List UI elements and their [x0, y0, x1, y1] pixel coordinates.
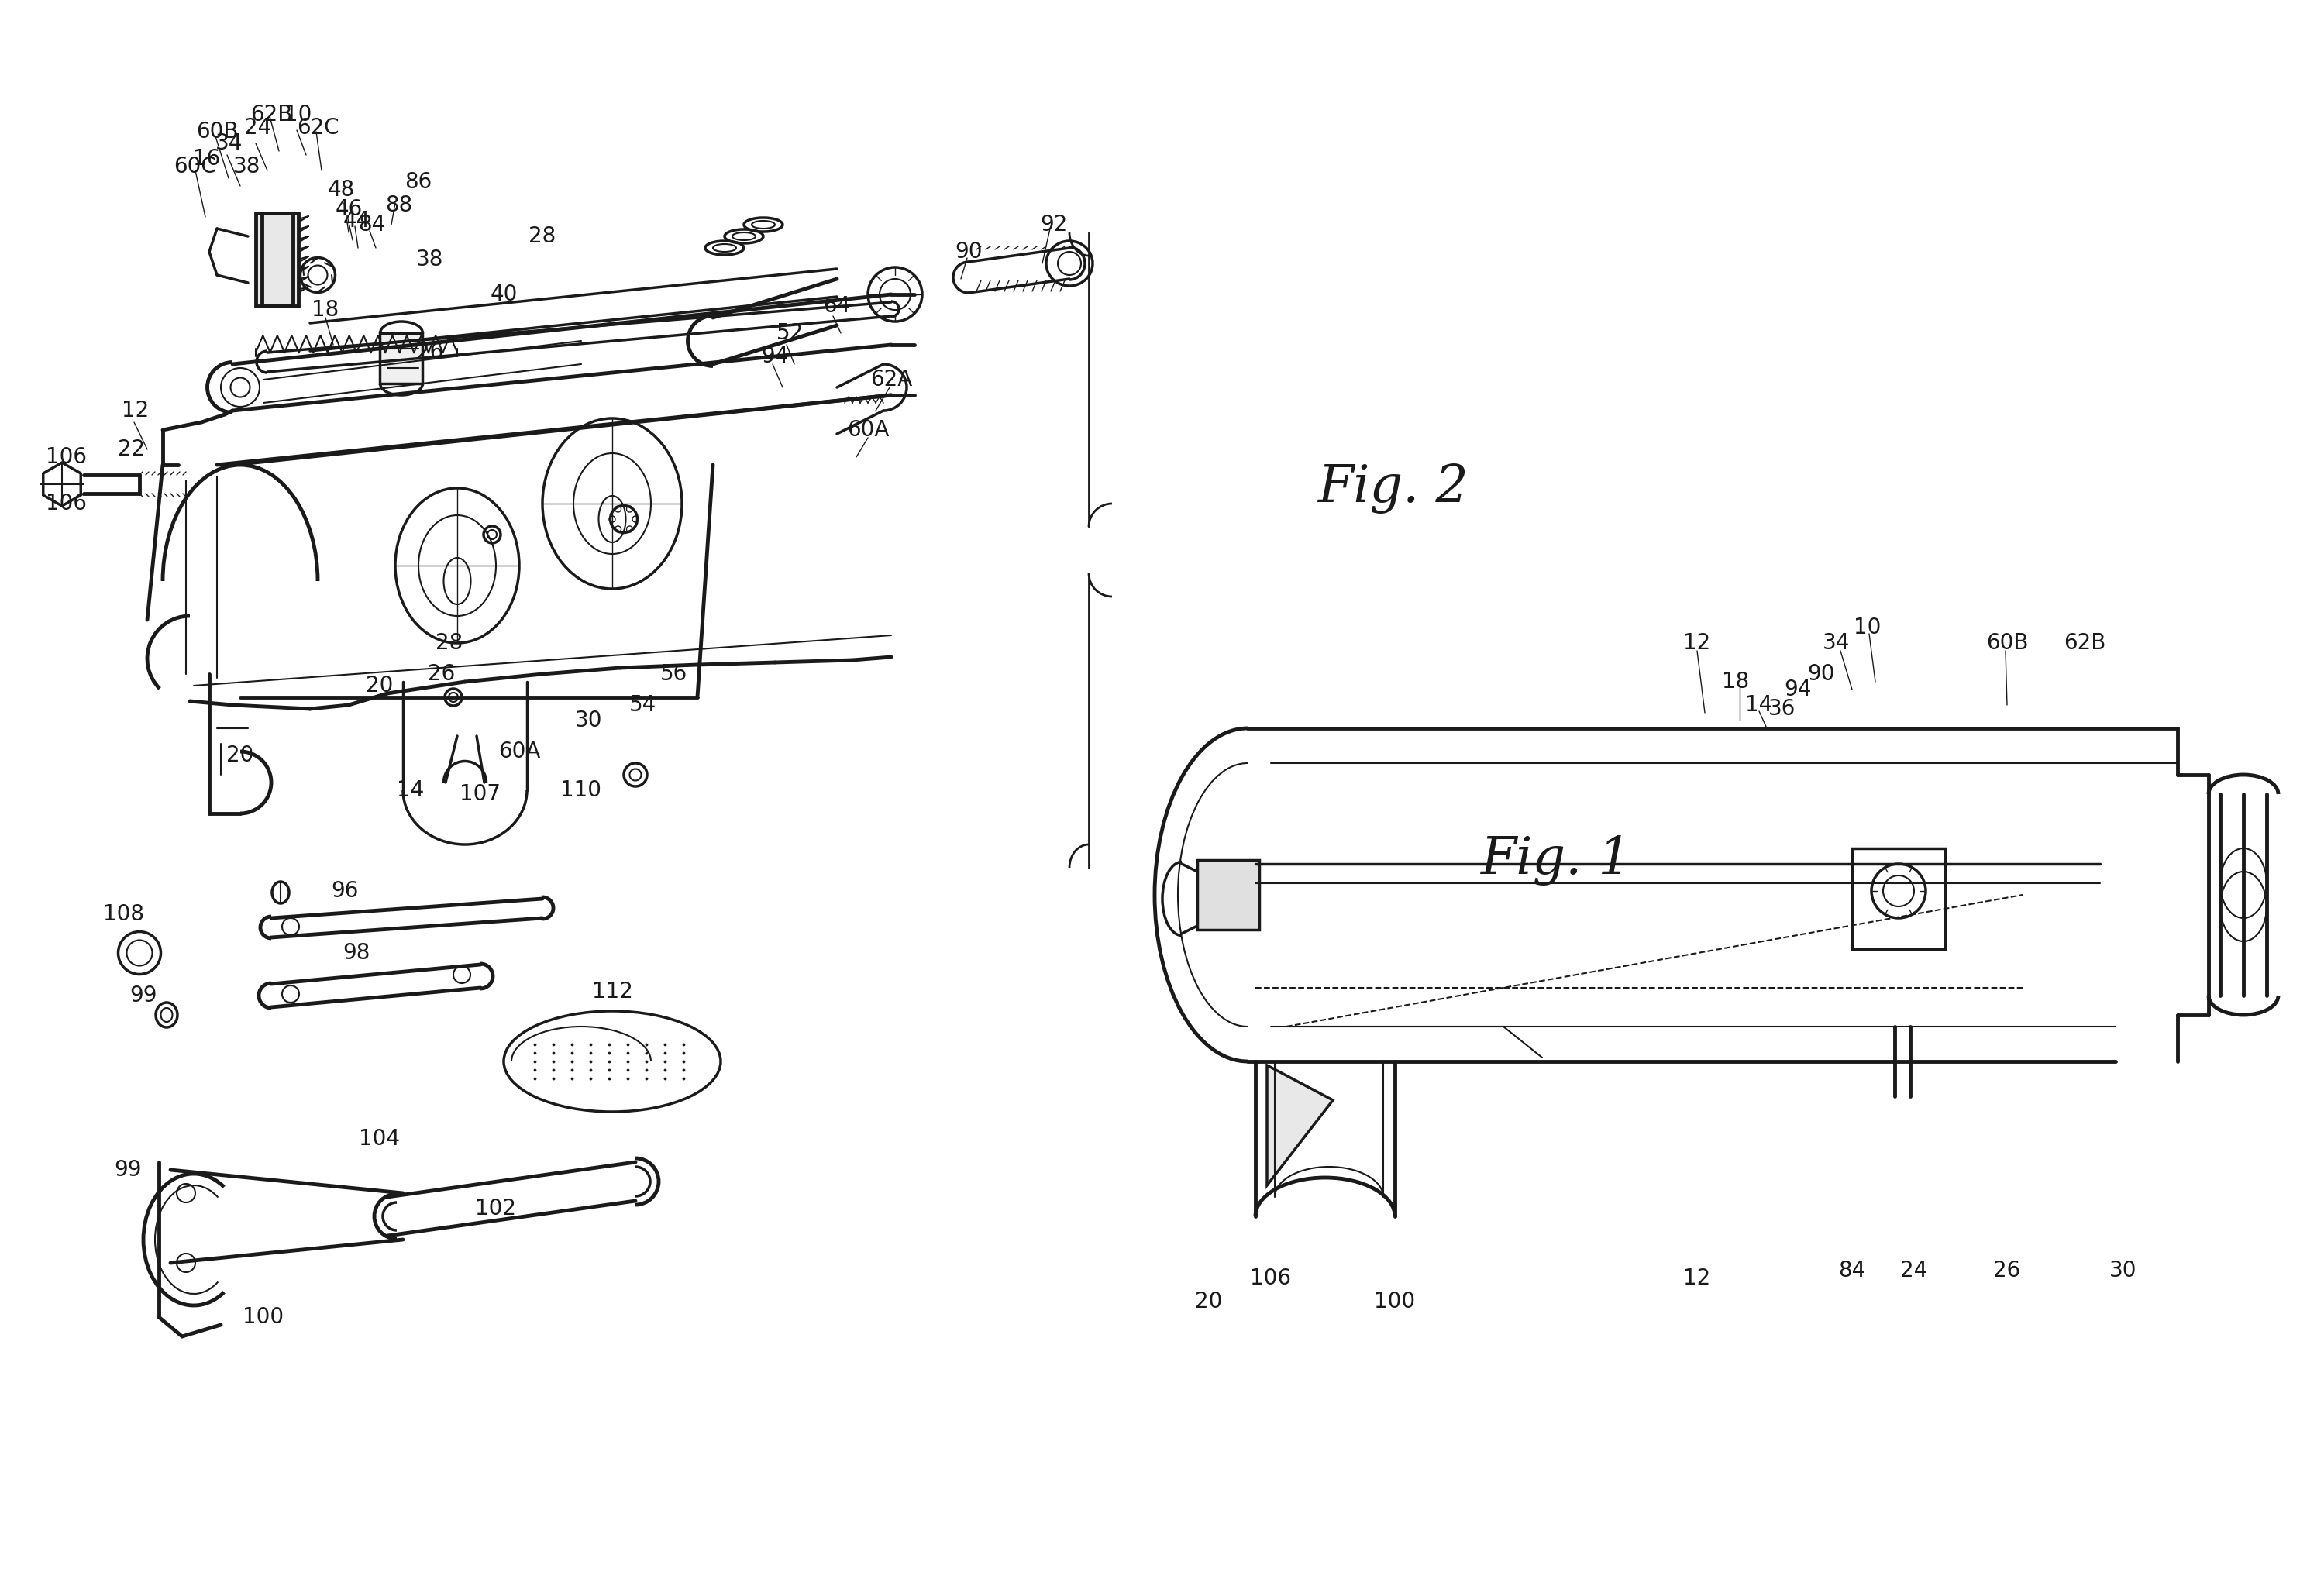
Text: Fig. 2: Fig. 2 [1318, 463, 1467, 514]
Text: 106: 106 [1251, 1267, 1290, 1290]
Text: 60B: 60B [196, 121, 239, 142]
Text: 38: 38 [416, 249, 444, 270]
Polygon shape [44, 463, 81, 506]
Text: 62B: 62B [251, 104, 292, 126]
Text: 94: 94 [1785, 678, 1812, 701]
Text: 110: 110 [561, 779, 603, 801]
Text: 62A: 62A [869, 369, 913, 391]
Text: 36: 36 [1769, 697, 1796, 720]
Text: 60A: 60A [846, 420, 890, 440]
Text: 94: 94 [761, 346, 789, 367]
Text: 106: 106 [46, 493, 87, 514]
Text: 62B: 62B [2063, 632, 2105, 654]
Text: 12: 12 [1684, 1267, 1711, 1290]
Text: 24: 24 [244, 117, 271, 139]
Bar [262, 212, 292, 306]
Text: 38: 38 [235, 156, 260, 177]
Text: 100: 100 [244, 1306, 285, 1328]
Bar [1198, 860, 1260, 930]
Text: 34: 34 [216, 132, 244, 155]
Text: 92: 92 [1040, 214, 1067, 236]
Text: 24: 24 [1900, 1259, 1927, 1282]
Text: 26: 26 [1994, 1259, 2022, 1282]
Text: 40: 40 [490, 284, 518, 305]
Text: 14: 14 [1746, 694, 1773, 717]
Text: 99: 99 [115, 1159, 143, 1181]
Text: 99: 99 [129, 985, 156, 1007]
Text: Fig. 1: Fig. 1 [1481, 835, 1631, 886]
Text: 14: 14 [398, 779, 425, 801]
Text: 20: 20 [1196, 1291, 1224, 1312]
Text: 84: 84 [359, 214, 386, 236]
Text: 88: 88 [386, 195, 412, 215]
Text: 12: 12 [1684, 632, 1711, 654]
Bar [255, 212, 299, 306]
Text: 54: 54 [630, 694, 658, 717]
Text: 34: 34 [1824, 632, 1849, 654]
Text: 44: 44 [343, 211, 370, 231]
Text: 86: 86 [405, 171, 432, 193]
Text: 20: 20 [366, 675, 393, 696]
Text: 84: 84 [1838, 1259, 1865, 1282]
Text: 60C: 60C [175, 156, 216, 177]
Text: 60A: 60A [499, 741, 540, 763]
Text: 22: 22 [117, 439, 145, 460]
Text: 98: 98 [343, 942, 370, 964]
Text: 12: 12 [122, 399, 150, 421]
Polygon shape [1267, 1065, 1334, 1186]
Text: 106: 106 [46, 447, 87, 468]
Text: 26: 26 [428, 664, 455, 685]
Text: 107: 107 [460, 784, 501, 804]
Text: 96: 96 [331, 879, 359, 902]
Text: 10: 10 [285, 104, 313, 126]
Text: 18: 18 [313, 298, 338, 321]
Text: 64: 64 [823, 295, 851, 318]
Text: 20: 20 [225, 745, 253, 766]
Text: 30: 30 [2109, 1259, 2137, 1282]
Text: 30: 30 [575, 710, 603, 731]
Text: 60B: 60B [1985, 632, 2029, 654]
Text: 90: 90 [1808, 664, 1835, 685]
Text: 28: 28 [435, 632, 462, 654]
Text: 108: 108 [104, 903, 145, 926]
Text: 48: 48 [327, 179, 354, 201]
Text: 62C: 62C [297, 117, 338, 139]
Text: 18: 18 [1723, 670, 1750, 693]
Text: 46: 46 [336, 198, 363, 220]
Text: 56: 56 [660, 664, 688, 685]
Text: 16: 16 [193, 148, 221, 169]
Text: 10: 10 [1854, 616, 1881, 638]
Text: 90: 90 [954, 241, 982, 263]
Text: 102: 102 [476, 1197, 518, 1219]
Text: 104: 104 [359, 1128, 400, 1149]
Text: 28: 28 [529, 225, 557, 247]
Text: 26: 26 [416, 342, 444, 364]
Bar [380, 334, 423, 383]
Text: 52: 52 [777, 322, 805, 345]
Text: 112: 112 [591, 982, 633, 1002]
Text: 100: 100 [1375, 1291, 1415, 1312]
Bar [1852, 849, 1946, 950]
